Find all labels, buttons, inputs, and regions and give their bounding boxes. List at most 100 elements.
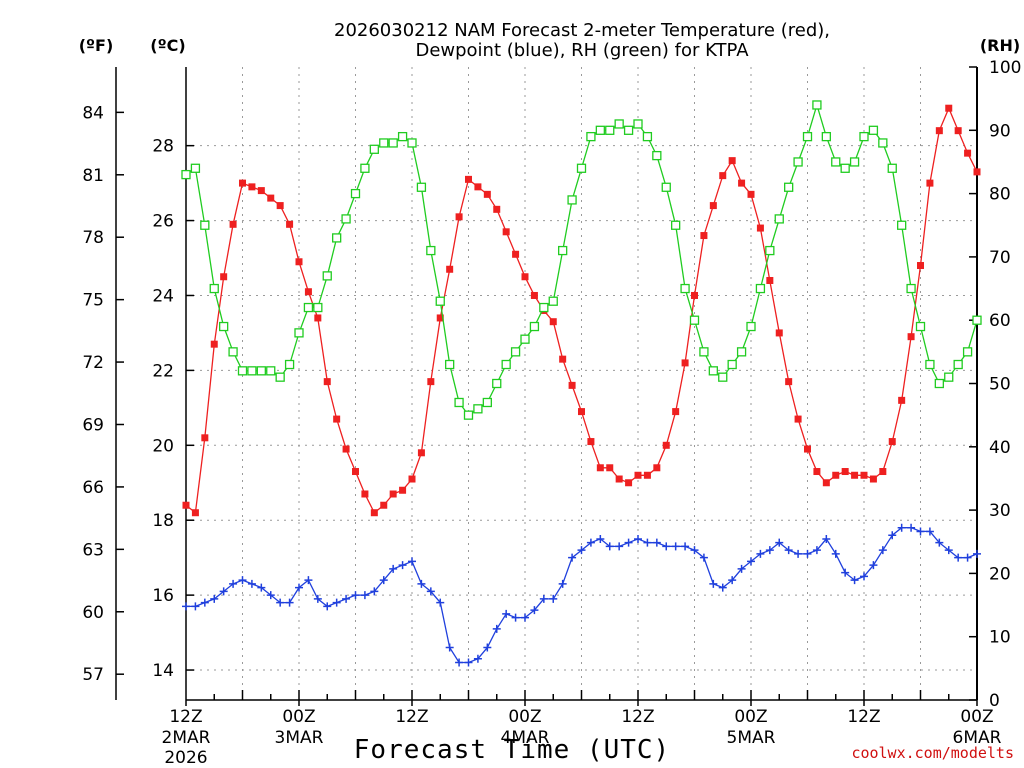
fahrenheit-tick-label: 66 xyxy=(82,478,104,498)
rh-point xyxy=(219,321,229,332)
dewpoint-point xyxy=(935,538,944,547)
dewpoint-point xyxy=(841,568,850,577)
time-tick-label: 12Z xyxy=(621,707,654,727)
rh-point xyxy=(718,372,728,382)
dewpoint-point xyxy=(351,591,360,600)
rh-tick-label: 50 xyxy=(989,375,1011,395)
dewpoint-point xyxy=(747,557,755,566)
temperature-point xyxy=(342,445,350,453)
rh-point xyxy=(209,283,219,294)
dewpoint-point xyxy=(728,576,737,585)
dewpoint-point xyxy=(436,598,445,607)
dewpoint-point xyxy=(191,602,200,611)
temperature-point xyxy=(860,471,868,479)
rh-point xyxy=(821,131,831,142)
temperature-point xyxy=(606,464,614,472)
dewpoint-point xyxy=(737,564,746,573)
rh-point xyxy=(765,245,775,256)
dewpoint-point xyxy=(313,594,322,603)
rh-point xyxy=(972,315,982,325)
date-tick-label: 6MAR xyxy=(953,728,1002,748)
temperature-point xyxy=(380,501,388,509)
series-layer xyxy=(181,100,982,667)
dewpoint-point xyxy=(765,546,774,555)
rh-point xyxy=(849,157,860,167)
dewpoint-point xyxy=(304,576,313,585)
fahrenheit-tick-label: 78 xyxy=(82,228,104,248)
dewpoint-point xyxy=(379,576,388,585)
rh-point xyxy=(501,359,511,370)
temperature-point xyxy=(681,359,689,367)
dewpoint-point xyxy=(831,549,840,558)
time-tick-label: 12Z xyxy=(847,707,880,727)
dewpoint-point xyxy=(285,598,294,607)
dewpoint-point xyxy=(247,579,256,588)
rh-point xyxy=(623,125,634,135)
rh-point xyxy=(605,125,615,135)
temperature-point xyxy=(898,396,906,404)
rh-point xyxy=(887,163,897,173)
credit-link[interactable]: coolwx.com/modelts xyxy=(851,744,1014,762)
rh-point xyxy=(774,214,784,224)
axes xyxy=(115,66,978,706)
dewpoint-point xyxy=(643,538,652,547)
temperature-point xyxy=(352,468,359,476)
rh-point xyxy=(906,283,916,294)
temperature-point xyxy=(804,445,811,453)
temperature-point xyxy=(333,415,341,423)
rh-point xyxy=(925,359,935,370)
fahrenheit-tick-label: 57 xyxy=(82,665,104,685)
rh-point xyxy=(699,347,709,357)
rh-point xyxy=(332,233,342,243)
dewpoint-point xyxy=(634,534,642,543)
temperature-point xyxy=(596,464,604,472)
temperature-point xyxy=(869,475,877,483)
fahrenheit-tick-label: 60 xyxy=(82,603,104,623)
temperature-point xyxy=(945,104,953,112)
temperature-point xyxy=(239,179,246,187)
temperature-point xyxy=(455,213,463,221)
chart-title-line2: Dewpoint (blue), RH (green) for KTPA xyxy=(415,40,749,61)
time-tick-label: 12Z xyxy=(169,707,202,727)
dewpoint-point xyxy=(464,658,473,667)
rh-point xyxy=(944,372,954,382)
dewpoint-point xyxy=(869,561,878,570)
rh-point xyxy=(642,131,653,142)
dewpoint-point xyxy=(860,572,868,581)
temperature-point xyxy=(813,468,821,476)
rh-tick-label: 10 xyxy=(989,628,1011,648)
date-tick-label: 3MAR xyxy=(275,728,324,748)
dewpoint-point xyxy=(229,579,238,588)
dewpoint-point xyxy=(200,598,209,607)
dewpoint-point xyxy=(257,583,266,592)
dewpoint-point xyxy=(690,546,699,555)
rh-tick-label: 20 xyxy=(989,564,1011,584)
dewpoint-point xyxy=(925,527,934,536)
dewpoint-point xyxy=(756,549,765,558)
temperature-point xyxy=(954,127,962,135)
rh-point xyxy=(275,372,285,382)
temperature-point xyxy=(483,190,491,198)
rh-point xyxy=(284,359,295,370)
dewpoint-point xyxy=(182,602,190,611)
rh-point xyxy=(802,131,813,142)
temperature-point xyxy=(841,468,849,476)
rh-point xyxy=(736,347,747,357)
dewpoint-point xyxy=(360,591,369,600)
rh-point xyxy=(529,321,540,332)
temperature-point xyxy=(248,183,256,191)
dewpoint-point xyxy=(775,538,784,547)
temperature-point xyxy=(436,314,444,322)
temperature-point xyxy=(775,329,783,337)
temperature-point xyxy=(559,355,567,363)
temperature-point xyxy=(201,434,209,442)
rh-point xyxy=(708,366,718,376)
rh-point xyxy=(746,321,756,332)
time-tick-label: 00Z xyxy=(734,707,767,727)
rh-point xyxy=(689,315,700,325)
rh-point xyxy=(953,359,963,370)
dewpoint-point xyxy=(596,534,605,543)
temperature-point xyxy=(549,318,557,326)
rh-point xyxy=(247,366,257,376)
celsius-tick-label: 28 xyxy=(152,137,174,157)
